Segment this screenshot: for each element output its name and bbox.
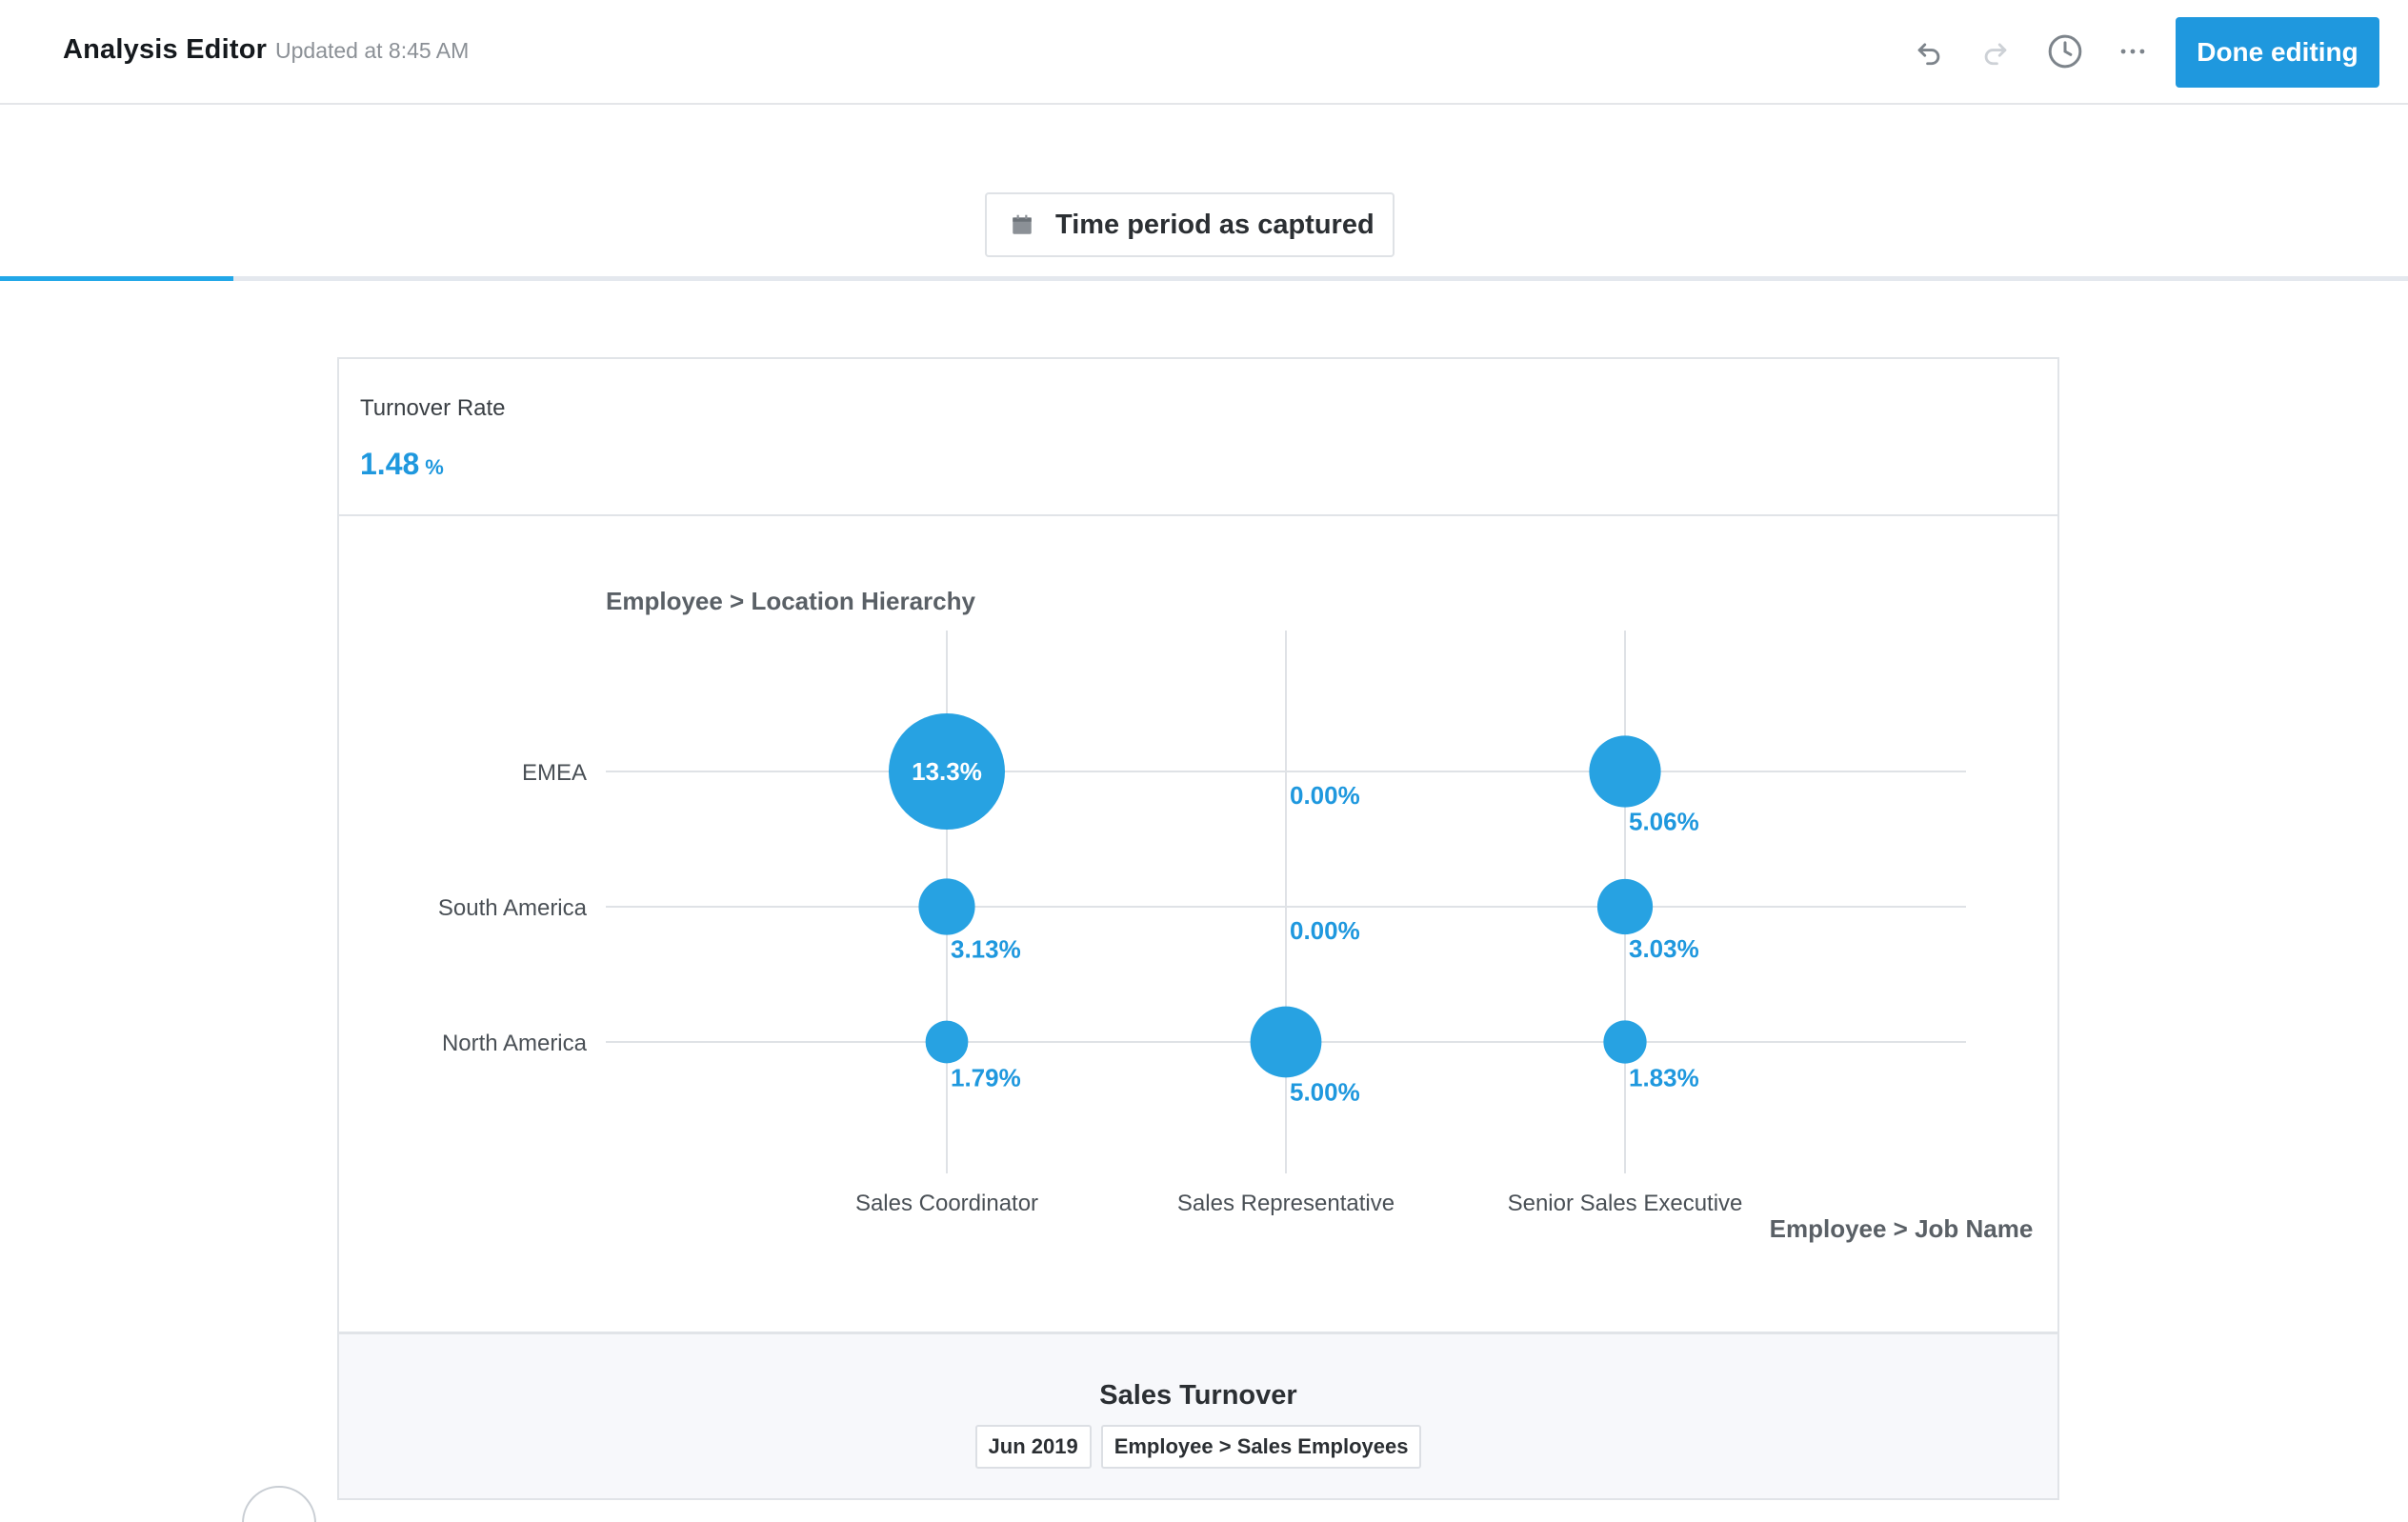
bubble-value-label: 0.00% bbox=[1290, 781, 1360, 810]
bubble-value-label: 5.00% bbox=[1290, 1077, 1360, 1106]
bubble-chart: Employee > Location Hierarchy Employee > … bbox=[339, 516, 2057, 1331]
y-axis-title: Employee > Location Hierarchy bbox=[606, 587, 976, 615]
bubble-chart-svg: Employee > Location Hierarchy Employee > … bbox=[438, 587, 2034, 1243]
add-button[interactable] bbox=[242, 1486, 316, 1522]
undo-icon[interactable] bbox=[1910, 32, 1948, 70]
bubble-value-label: 3.13% bbox=[951, 935, 1021, 964]
footer-tags: Jun 2019 Employee > Sales Employees bbox=[339, 1425, 2057, 1469]
redo-icon[interactable] bbox=[1977, 32, 2015, 70]
tag-period[interactable]: Jun 2019 bbox=[974, 1425, 1092, 1469]
footer-title: Sales Turnover bbox=[1099, 1380, 1297, 1411]
bubble-value-label: 1.83% bbox=[1629, 1064, 1699, 1092]
metric-label: Turnover Rate bbox=[360, 395, 506, 421]
more-icon[interactable] bbox=[2114, 32, 2152, 70]
metric-unit: % bbox=[425, 455, 444, 479]
bubble bbox=[1596, 878, 1654, 935]
bubble bbox=[1589, 735, 1661, 808]
updated-timestamp: Updated at 8:45 AM bbox=[275, 38, 470, 63]
bubble-value-label: 1.79% bbox=[951, 1063, 1021, 1091]
bubble-value-label: 0.00% bbox=[1290, 916, 1360, 945]
x-axis-title: Employee > Job Name bbox=[1770, 1214, 2034, 1243]
time-period-button[interactable]: Time period as captured bbox=[985, 192, 1395, 257]
chart-footer: Sales Turnover Jun 2019 Employee > Sales… bbox=[339, 1332, 2057, 1498]
y-tick-label: North America bbox=[442, 1031, 588, 1056]
tag-population[interactable]: Employee > Sales Employees bbox=[1100, 1425, 1422, 1469]
metric-value: 1.48% bbox=[360, 447, 444, 482]
x-tick-label: Sales Representative bbox=[1177, 1191, 1395, 1216]
app-title: Analysis Editor bbox=[63, 34, 268, 65]
bubble-value-label: 5.06% bbox=[1629, 808, 1699, 836]
y-tick-label: EMEA bbox=[522, 760, 587, 786]
bubble-value-label: 3.03% bbox=[1629, 934, 1699, 963]
metric-panel: Turnover Rate 1.48% bbox=[339, 359, 2057, 516]
x-tick-label: Senior Sales Executive bbox=[1508, 1191, 1743, 1216]
y-tick-label: South America bbox=[438, 895, 588, 921]
progress-fill bbox=[0, 276, 234, 281]
bubble bbox=[1603, 1020, 1647, 1064]
progress-track bbox=[0, 276, 2408, 281]
x-tick-label: Sales Coordinator bbox=[855, 1191, 1038, 1216]
done-editing-button[interactable]: Done editing bbox=[2176, 17, 2379, 88]
analysis-card: Turnover Rate 1.48% Employee > Location … bbox=[337, 357, 2059, 1500]
bubble bbox=[925, 1020, 969, 1064]
time-period-label: Time period as captured bbox=[1055, 209, 1375, 240]
calendar-icon bbox=[1013, 214, 1032, 234]
bubble bbox=[1250, 1006, 1322, 1078]
bubble bbox=[889, 713, 1005, 830]
bubble bbox=[918, 878, 975, 935]
bubble-value-label: 13.3% bbox=[912, 757, 982, 786]
history-icon[interactable] bbox=[2046, 32, 2084, 70]
metric-number: 1.48 bbox=[360, 447, 420, 481]
top-bar: Analysis Editor Updated at 8:45 AM Done … bbox=[0, 0, 2408, 105]
